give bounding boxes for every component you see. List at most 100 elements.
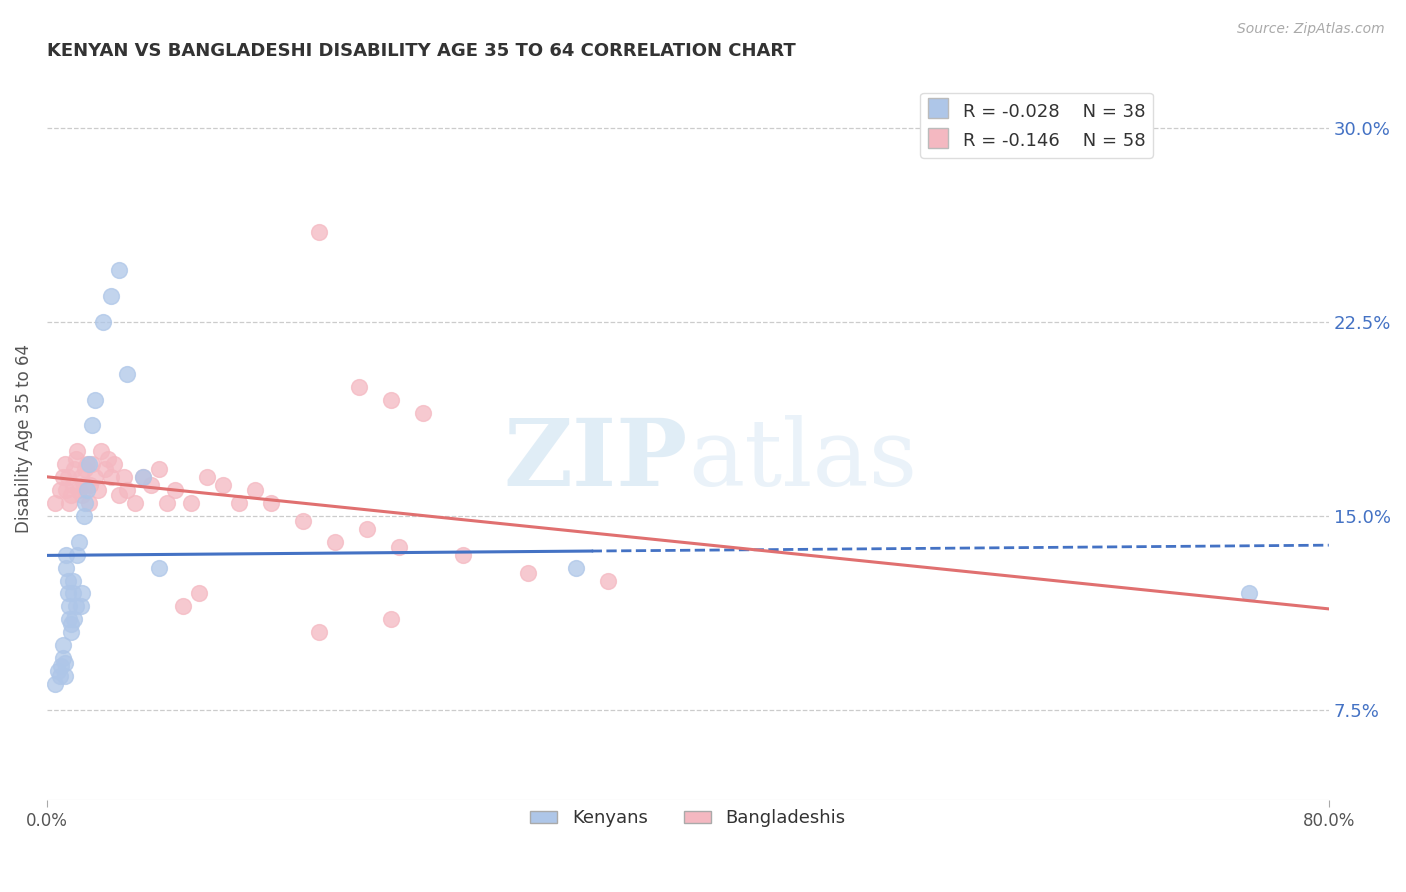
Point (453, 548, 475, 562)
Point (100, 289, 122, 303)
Point (58, 612, 80, 626)
Point (55, 483, 77, 497)
Point (52, 651, 75, 665)
Point (1237, 586, 1260, 600)
Point (77, 457, 100, 471)
Point (67, 534, 90, 549)
Point (67, 483, 90, 497)
Point (115, 367, 138, 381)
Point (48, 669, 70, 683)
Point (97, 452, 120, 467)
Point (108, 488, 131, 502)
Point (62, 586, 84, 600)
Point (148, 560, 170, 574)
Point (156, 496, 179, 510)
Point (412, 406, 434, 420)
Point (356, 522, 378, 536)
Point (44, 677, 66, 691)
Point (245, 483, 267, 497)
Point (148, 462, 170, 476)
Point (55, 560, 77, 574)
Point (65, 599, 87, 614)
Point (132, 470, 155, 484)
Point (69, 599, 91, 614)
Point (308, 225, 330, 239)
Point (108, 263, 131, 277)
Point (188, 586, 211, 600)
Point (380, 612, 402, 626)
Point (66, 548, 89, 562)
Point (56, 470, 79, 484)
Point (76, 457, 98, 471)
Point (59, 617, 82, 632)
Point (180, 496, 202, 510)
Point (139, 478, 162, 492)
Text: KENYAN VS BANGLADESHI DISABILITY AGE 35 TO 64 CORRELATION CHART: KENYAN VS BANGLADESHI DISABILITY AGE 35 … (46, 42, 796, 60)
Point (58, 599, 80, 614)
Point (388, 540, 411, 554)
Point (165, 483, 187, 497)
Legend: Kenyans, Bangladeshis: Kenyans, Bangladeshis (523, 802, 852, 835)
Point (115, 483, 138, 497)
Point (48, 483, 70, 497)
Point (44, 496, 66, 510)
Point (75, 462, 97, 476)
Point (75, 496, 97, 510)
Point (69, 470, 91, 484)
Text: Source: ZipAtlas.com: Source: ZipAtlas.com (1237, 22, 1385, 37)
Point (323, 534, 346, 549)
Point (76, 483, 98, 497)
Point (51, 658, 73, 673)
Point (79, 478, 101, 492)
Point (56, 586, 79, 600)
Point (90, 444, 112, 458)
Point (65, 452, 87, 467)
Point (73, 508, 96, 523)
Point (59, 625, 82, 640)
Point (93, 462, 115, 476)
Point (91, 315, 114, 329)
Point (100, 470, 122, 484)
Point (73, 478, 96, 492)
Point (228, 496, 250, 510)
Point (63, 462, 86, 476)
Point (195, 470, 218, 484)
Point (112, 470, 135, 484)
Point (103, 457, 125, 471)
Point (80, 457, 103, 471)
Point (53, 457, 76, 471)
Y-axis label: Disability Age 35 to 64: Disability Age 35 to 64 (15, 344, 32, 533)
Point (596, 574, 619, 588)
Point (80, 418, 103, 433)
Point (172, 599, 194, 614)
Point (62, 574, 84, 588)
Point (516, 566, 538, 580)
Point (124, 496, 146, 510)
Point (308, 625, 330, 640)
Point (58, 496, 80, 510)
Point (46, 664, 69, 678)
Point (63, 612, 86, 626)
Text: atlas: atlas (688, 415, 917, 505)
Point (84, 470, 107, 484)
Point (53, 657, 76, 671)
Point (53, 669, 76, 683)
Point (62, 478, 84, 492)
Point (52, 470, 75, 484)
Point (59, 488, 82, 502)
Point (260, 496, 283, 510)
Point (66, 444, 89, 458)
Point (380, 392, 402, 407)
Point (349, 380, 371, 394)
Point (84, 392, 107, 407)
Point (52, 638, 75, 652)
Point (56, 574, 79, 588)
Point (77, 496, 100, 510)
Point (70, 586, 93, 600)
Text: ZIP: ZIP (503, 415, 688, 505)
Point (132, 470, 155, 484)
Point (70, 488, 93, 502)
Point (292, 514, 315, 528)
Point (212, 478, 235, 492)
Point (564, 560, 586, 574)
